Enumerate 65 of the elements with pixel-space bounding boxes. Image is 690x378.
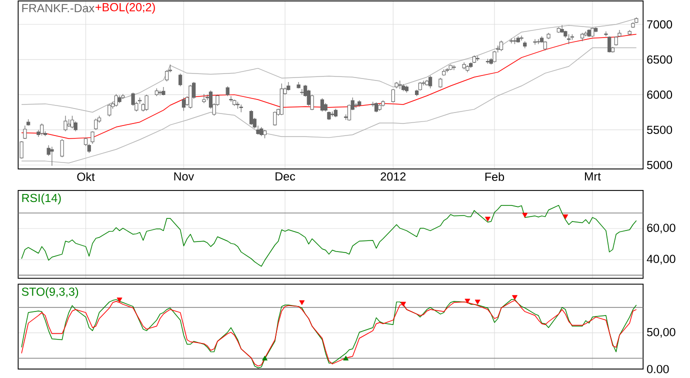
point <box>400 302 406 307</box>
candlestick <box>158 90 162 96</box>
point <box>116 298 122 302</box>
y-tick-label: 50,00 <box>647 328 676 338</box>
y-tick-label: 6000 <box>647 90 672 99</box>
y-tick-label: 5500 <box>647 126 672 134</box>
chart-title: RSI(14) <box>22 194 61 204</box>
candlestick <box>94 118 98 130</box>
candlestick <box>188 84 192 110</box>
candlestick <box>40 123 44 136</box>
line-series <box>21 205 637 267</box>
candlestick <box>229 96 233 102</box>
candlestick <box>566 34 571 44</box>
y-tick-label: 60,00 <box>647 224 676 234</box>
candlestick <box>428 75 432 89</box>
text: +BOL(20;2) <box>96 2 155 14</box>
candlestick <box>202 94 206 104</box>
x-tick-label: Okt <box>77 172 95 181</box>
candlestick <box>108 104 112 117</box>
chart-title: STO(9,3,3) <box>22 287 78 298</box>
candlestick <box>608 36 612 53</box>
candlestick <box>310 94 314 110</box>
candlestick <box>520 35 524 41</box>
candlestick <box>90 130 94 144</box>
candlestick <box>178 73 182 87</box>
candlestick <box>162 86 166 96</box>
candlestick <box>226 86 230 96</box>
point <box>262 356 268 360</box>
y-tick-label: 40,00 <box>646 254 676 264</box>
chart-title: FRANKF.-Dax <box>22 4 94 12</box>
candlestick <box>144 94 148 112</box>
candlestick <box>60 138 64 158</box>
candlestick <box>354 102 358 108</box>
y-tick-label: 7000 <box>647 20 672 29</box>
x-tick-label: Nov <box>174 172 194 181</box>
candlestick <box>374 102 378 113</box>
candlestick <box>499 40 504 52</box>
candlestick <box>560 24 564 34</box>
candlestick <box>249 110 254 126</box>
candlestick <box>347 104 352 122</box>
point <box>474 300 480 305</box>
line-series <box>21 34 637 140</box>
point <box>299 300 305 306</box>
candlestick <box>70 116 74 129</box>
point <box>464 298 470 304</box>
candlestick <box>260 126 264 137</box>
candlestick <box>114 94 118 107</box>
candlestick <box>20 140 24 159</box>
candlestick <box>273 111 277 126</box>
y-tick-label: 5000 <box>647 160 672 170</box>
point <box>512 295 518 300</box>
line-series <box>21 18 637 113</box>
point <box>343 356 349 360</box>
y-tick-label: 6500 <box>647 55 672 64</box>
x-tick-label: Feb <box>485 172 504 181</box>
candlestick <box>300 88 304 96</box>
x-tick-label: Dec <box>276 172 296 181</box>
candlestick <box>64 116 68 132</box>
candlestick <box>23 125 27 140</box>
x-tick-label: Mrt <box>584 172 601 181</box>
candlestick <box>391 88 395 103</box>
x-tick-label: 2012 <box>380 172 406 181</box>
candlestick <box>50 146 54 166</box>
y-tick-label: 0.00 <box>647 365 669 374</box>
candlestick <box>452 64 456 70</box>
